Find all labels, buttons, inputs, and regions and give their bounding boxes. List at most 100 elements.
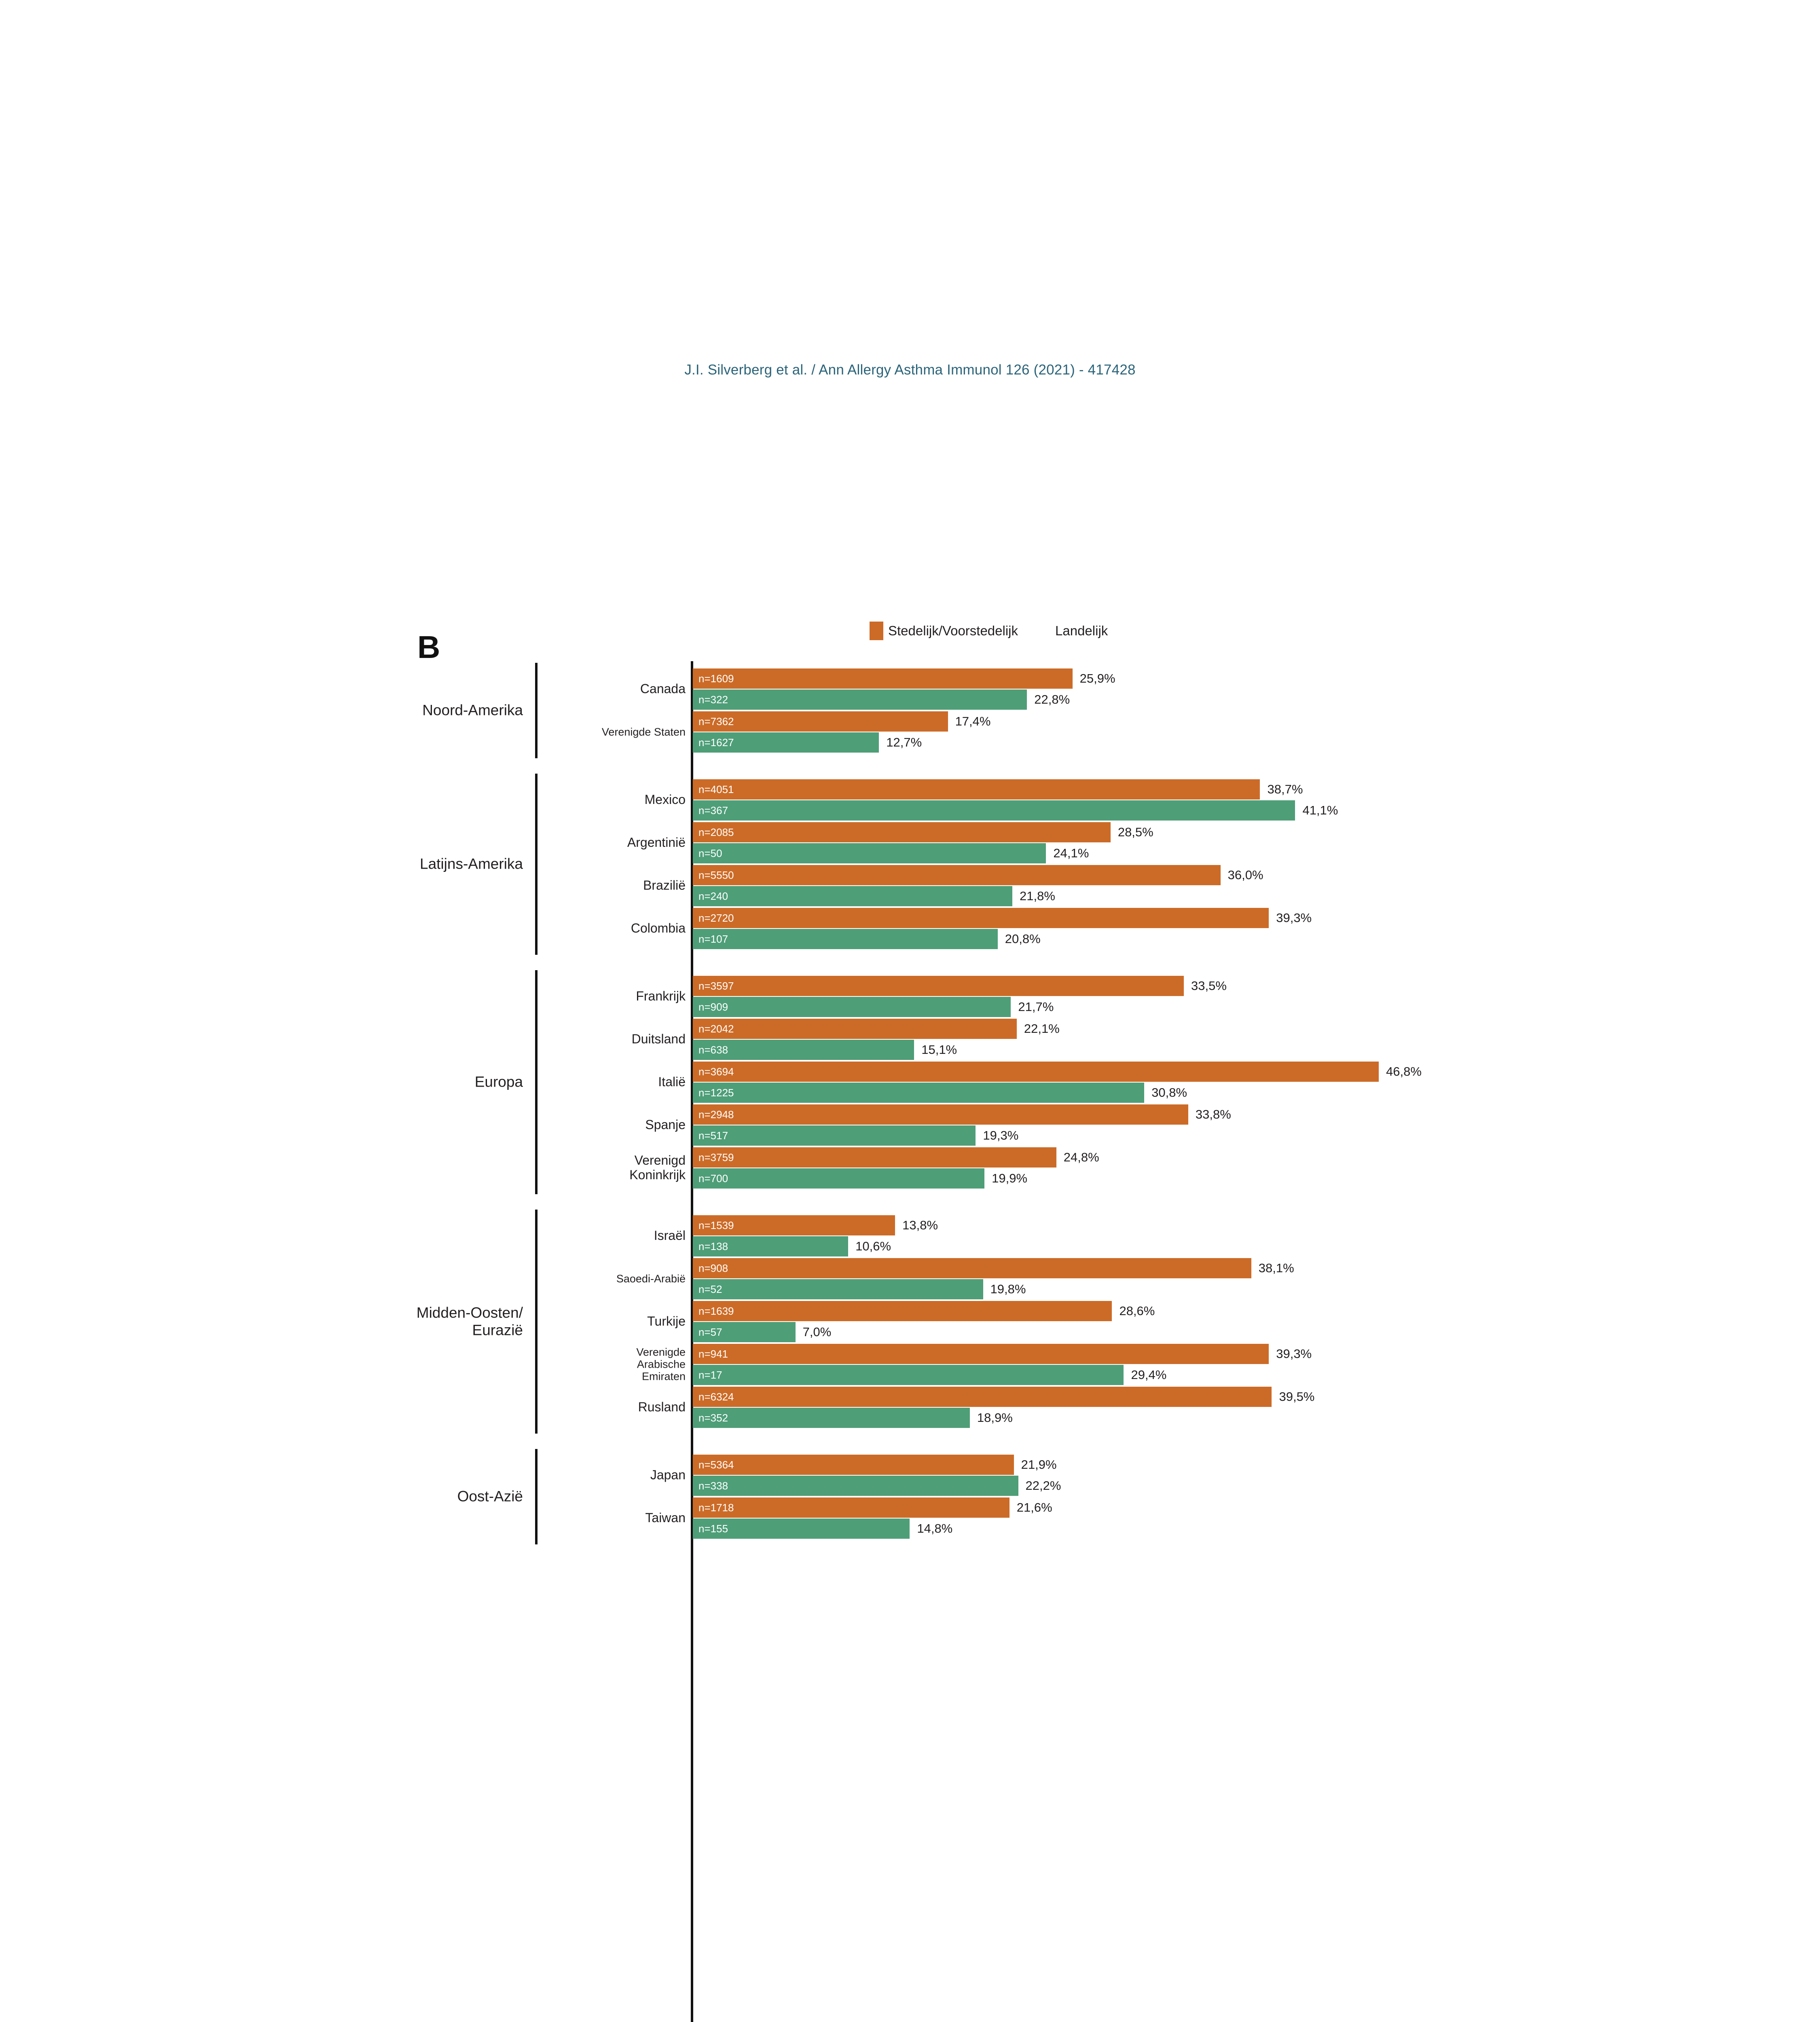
bar-sample-size-label: n=941: [698, 1347, 728, 1360]
bar-sample-size-label: n=5364: [698, 1458, 734, 1471]
country-label: Israël: [654, 1228, 686, 1243]
bar-sample-size-label: n=2042: [698, 1022, 734, 1035]
bar-rural[interactable]: n=17 29,4%: [693, 1365, 1166, 1385]
bar-value-label: 24,1%: [1053, 846, 1089, 860]
bar-sample-size-label: n=1539: [698, 1219, 734, 1231]
region-bracket: [535, 663, 538, 758]
bar-value-label: 18,9%: [977, 1411, 1013, 1425]
bar-rural[interactable]: n=52 19,8%: [693, 1279, 1026, 1299]
bar-sample-size-label: n=352: [698, 1411, 728, 1424]
bar-urban[interactable]: n=7362 17,4%: [693, 711, 990, 732]
region-label: Oost-Azië: [457, 1488, 523, 1505]
bar-rural[interactable]: n=155 14,8%: [693, 1519, 952, 1539]
bar-urban[interactable]: n=908 38,1%: [693, 1258, 1294, 1278]
country-label: Brazilië: [643, 878, 686, 893]
bar-rural[interactable]: n=338 22,2%: [693, 1476, 1061, 1496]
bar-rural[interactable]: n=322 22,8%: [693, 690, 1070, 710]
bar-sample-size-label: n=138: [698, 1240, 728, 1252]
bar-rural[interactable]: n=50 24,1%: [693, 843, 1089, 863]
country-label: Japan: [650, 1468, 686, 1483]
country-label: Canada: [640, 681, 686, 696]
country-label: Mexico: [644, 792, 686, 807]
country-label: Colombia: [631, 921, 686, 936]
bar-urban[interactable]: n=5550 36,0%: [693, 865, 1263, 885]
country-label: Verenigd Koninkrijk: [629, 1153, 686, 1182]
bar-value-label: 19,9%: [992, 1171, 1028, 1185]
bar-urban[interactable]: n=3694 46,8%: [693, 1062, 1422, 1082]
bar-rural[interactable]: n=1225 30,8%: [693, 1083, 1187, 1103]
bar-value-label: 7,0%: [802, 1325, 832, 1339]
bar-rural[interactable]: n=367 41,1%: [693, 800, 1338, 821]
bar-rural[interactable]: n=638 15,1%: [693, 1040, 957, 1060]
bar-urban[interactable]: n=2720 39,3%: [693, 908, 1312, 928]
country-label: Verenigde Staten: [601, 725, 686, 738]
bar-urban[interactable]: n=2948 33,8%: [693, 1104, 1231, 1125]
country-label: Verenigde Arabische Emiraten: [636, 1346, 686, 1383]
country-bar-group: n=6324 39,5% n=352 18,9%: [693, 1387, 1426, 1428]
bar-sample-size-label: n=1225: [698, 1086, 734, 1099]
bar-sample-size-label: n=50: [698, 847, 722, 859]
bar-value-label: 36,0%: [1227, 868, 1263, 882]
bar-value-label: 33,5%: [1191, 979, 1227, 993]
bar-urban[interactable]: n=6324 39,5%: [693, 1387, 1314, 1407]
bar-rural[interactable]: n=517 19,3%: [693, 1125, 1018, 1146]
region-bracket: [535, 1210, 538, 1434]
country-bar-group: n=908 38,1% n=52 19,8%: [693, 1258, 1426, 1299]
bar-value-label: 22,1%: [1024, 1022, 1060, 1036]
country-label: Duitsland: [631, 1032, 686, 1047]
bar-value-label: 13,8%: [902, 1218, 938, 1232]
bar-urban[interactable]: n=2085 28,5%: [693, 822, 1153, 842]
bar-rural[interactable]: n=1627 12,7%: [693, 732, 922, 753]
bar-sample-size-label: n=3759: [698, 1151, 734, 1163]
bar-sample-size-label: n=322: [698, 693, 728, 706]
bar-urban[interactable]: n=5364 21,9%: [693, 1455, 1057, 1475]
country-bar-group: n=2720 39,3% n=107 20,8%: [693, 908, 1426, 949]
bar-urban[interactable]: n=1539 13,8%: [693, 1215, 938, 1235]
region-label: Europa: [474, 1073, 523, 1090]
bar-value-label: 10,6%: [855, 1239, 891, 1253]
country-bar-group: n=2085 28,5% n=50 24,1%: [693, 822, 1426, 863]
bar-urban[interactable]: n=2042 22,1%: [693, 1019, 1060, 1039]
bar-urban[interactable]: n=3597 33,5%: [693, 976, 1227, 996]
legend-label: Stedelijk/Voorstedelijk: [888, 623, 1018, 638]
bar-value-label: 21,8%: [1020, 889, 1055, 903]
bar-sample-size-label: n=3597: [698, 979, 734, 992]
bar-value-label: 24,8%: [1063, 1150, 1099, 1164]
bar-rural[interactable]: n=909 21,7%: [693, 997, 1054, 1017]
bar-sample-size-label: n=908: [698, 1262, 728, 1274]
bar-rural[interactable]: n=57 7,0%: [693, 1322, 831, 1342]
bar-sample-size-label: n=155: [698, 1522, 728, 1535]
country-label: Saoedi-Arabië: [616, 1272, 686, 1285]
bar-rural[interactable]: n=107 20,8%: [693, 929, 1041, 949]
bar-sample-size-label: n=1627: [698, 736, 734, 749]
bar-urban[interactable]: n=4051 38,7%: [693, 779, 1303, 799]
y-axis-line: [691, 661, 693, 2022]
bar-value-label: 19,3%: [983, 1128, 1019, 1142]
bar-sample-size-label: n=638: [698, 1043, 728, 1056]
bar-urban[interactable]: n=3759 24,8%: [693, 1147, 1099, 1168]
bar-value-label: 17,4%: [955, 714, 991, 728]
bar-rural[interactable]: n=352 18,9%: [693, 1408, 1013, 1428]
bar-urban[interactable]: n=1639 28,6%: [693, 1301, 1155, 1321]
bar-rural[interactable]: n=700 19,9%: [693, 1168, 1027, 1189]
country-label: Italië: [658, 1074, 686, 1089]
bar-rural[interactable]: n=240 21,8%: [693, 886, 1055, 906]
plot-area: 01020304050 n=160925,9%n=32222,8%n=73621…: [691, 661, 1426, 2022]
country-label: Turkije: [647, 1314, 686, 1329]
bar-value-label: 21,7%: [1018, 1000, 1054, 1014]
bar-rural[interactable]: n=138 10,6%: [693, 1236, 891, 1256]
bar-urban[interactable]: n=941 39,3%: [693, 1344, 1312, 1364]
region-bracket: [535, 774, 538, 955]
bar-value-label: 46,8%: [1386, 1064, 1422, 1079]
bar-urban[interactable]: n=1718 21,6%: [693, 1497, 1052, 1518]
bar-value-label: 21,9%: [1021, 1457, 1057, 1472]
country-bar-group: n=1718 21,6% n=155 14,8%: [693, 1497, 1426, 1539]
country-label: Spanje: [645, 1117, 686, 1132]
bar-urban[interactable]: n=1609 25,9%: [693, 668, 1115, 689]
bar-value-label: 21,6%: [1016, 1500, 1052, 1514]
bar-sample-size-label: n=6324: [698, 1390, 734, 1403]
bar-sample-size-label: n=3694: [698, 1065, 734, 1078]
bar-value-label: 29,4%: [1131, 1368, 1167, 1382]
bar-sample-size-label: n=240: [698, 890, 728, 902]
